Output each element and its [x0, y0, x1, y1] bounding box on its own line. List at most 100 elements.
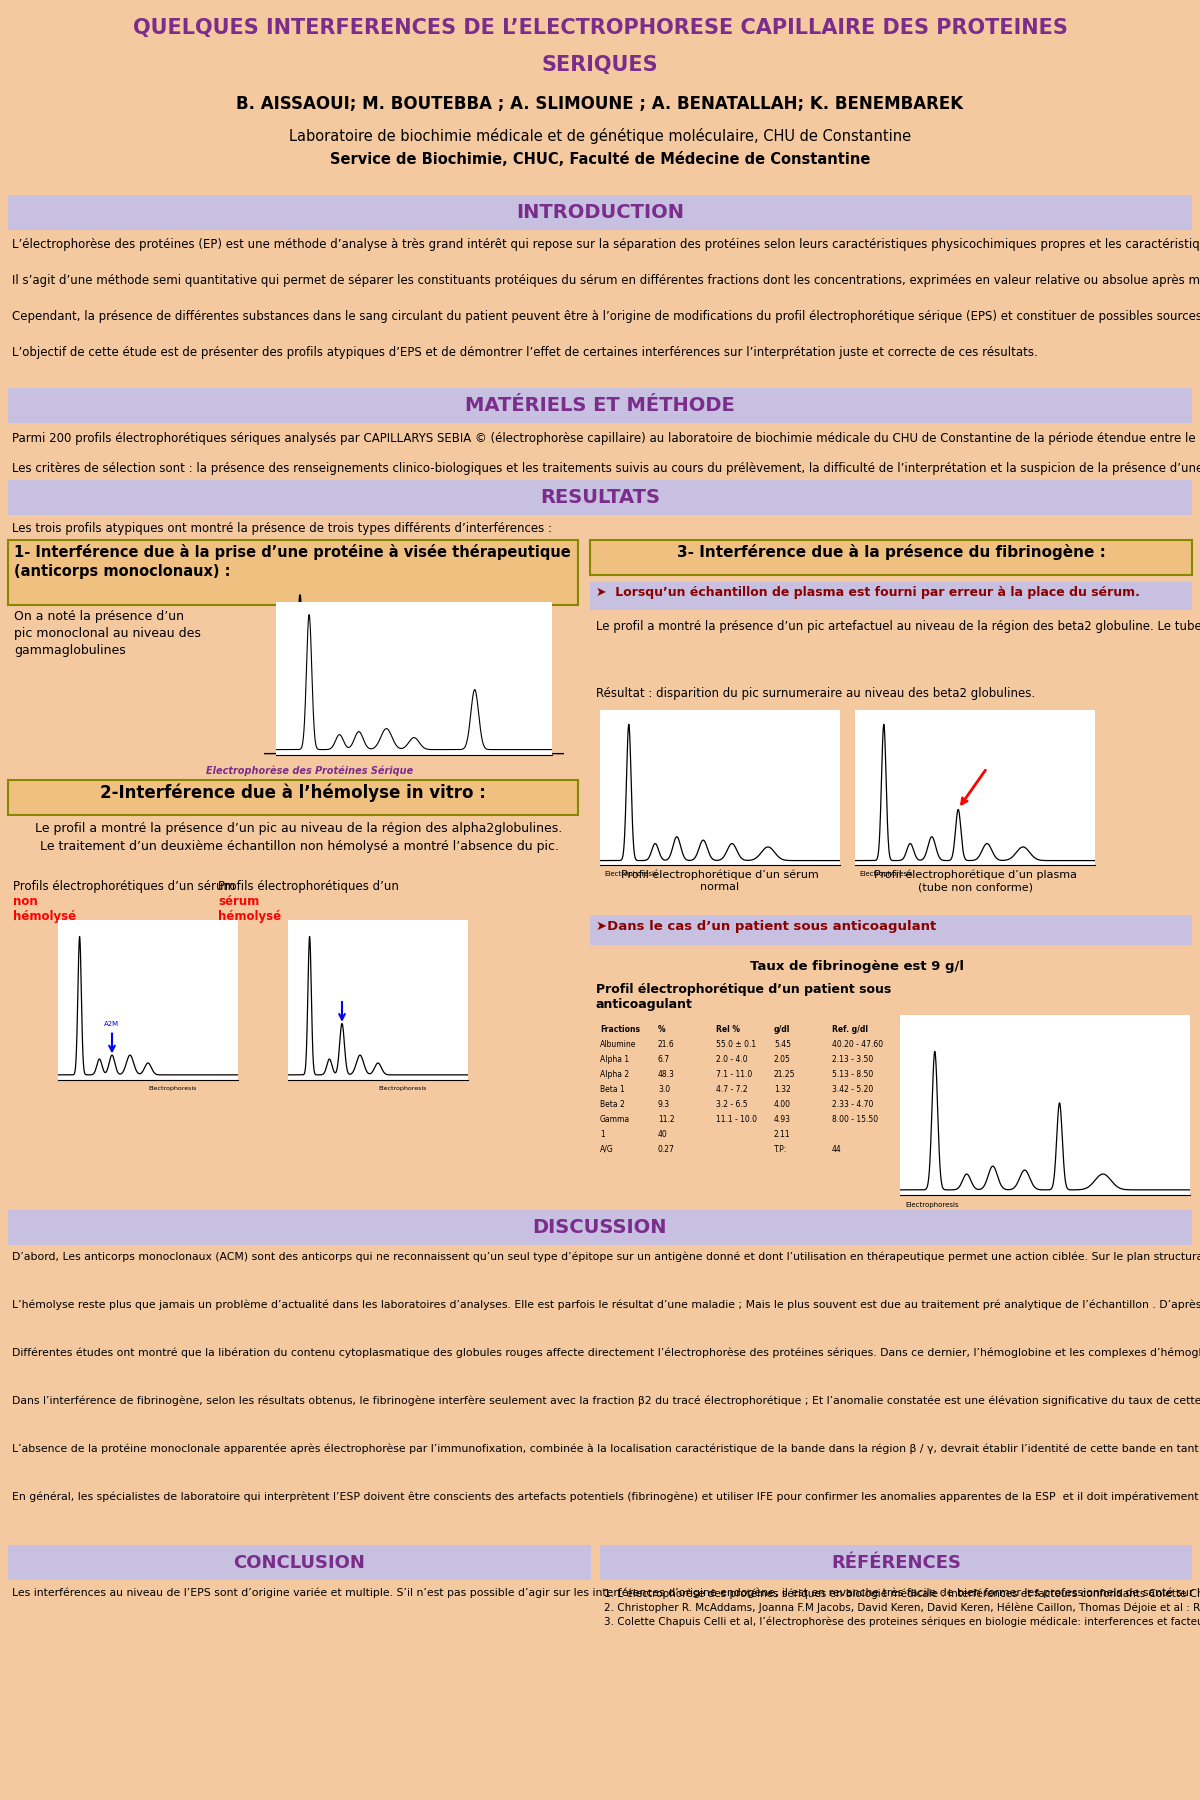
FancyBboxPatch shape [0, 0, 1200, 194]
Text: 3.0: 3.0 [658, 1085, 670, 1094]
Text: 11.1 - 10.0: 11.1 - 10.0 [716, 1114, 757, 1123]
Text: Albumine: Albumine [600, 1040, 636, 1049]
Text: 40.20 - 47.60: 40.20 - 47.60 [832, 1040, 883, 1049]
Text: INTRODUCTION: INTRODUCTION [516, 203, 684, 221]
Text: 40: 40 [658, 1130, 667, 1139]
Text: Beta 2: Beta 2 [600, 1100, 625, 1109]
FancyBboxPatch shape [8, 1210, 1192, 1246]
FancyBboxPatch shape [58, 920, 238, 1080]
Text: 21.6: 21.6 [658, 1040, 674, 1049]
Text: 2.33 - 4.70: 2.33 - 4.70 [832, 1100, 874, 1109]
FancyBboxPatch shape [288, 920, 468, 1080]
Text: Les interférences au niveau de l’EPS sont d’origine variée et multiple. S’il n’e: Les interférences au niveau de l’EPS son… [12, 1588, 1200, 1598]
Text: Service de Biochimie, CHUC, Faculté de Médecine de Constantine: Service de Biochimie, CHUC, Faculté de M… [330, 151, 870, 167]
FancyBboxPatch shape [854, 709, 1096, 866]
Text: g/dl: g/dl [774, 1024, 791, 1033]
Text: 8.00 - 15.50: 8.00 - 15.50 [832, 1114, 878, 1123]
Text: Le profil a montré la présence d’un pic au niveau de la région des alpha2globuli: Le profil a montré la présence d’un pic … [23, 823, 563, 853]
Text: Alpha 2: Alpha 2 [600, 1069, 629, 1078]
Text: MATÉRIELS ET MÉTHODE: MATÉRIELS ET MÉTHODE [466, 396, 734, 416]
Text: L’absence de la protéine monoclonale apparentée après électrophorèse par l’immun: L’absence de la protéine monoclonale app… [12, 1444, 1200, 1454]
FancyBboxPatch shape [600, 1544, 1192, 1580]
Text: Electrophoresis: Electrophoresis [148, 1087, 197, 1091]
Text: 5.45: 5.45 [774, 1040, 791, 1049]
Text: 1. L’électrophorèse des protéines sériques en biologie médicale : interférences : 1. L’électrophorèse des protéines sériqu… [604, 1588, 1200, 1627]
Text: L’objectif de cette étude est de présenter des profils atypiques d’EPS et de dém: L’objectif de cette étude est de présent… [12, 346, 1038, 358]
Text: T.P:: T.P: [774, 1145, 787, 1154]
Text: 3.2 - 6.5: 3.2 - 6.5 [716, 1100, 748, 1109]
Text: Les trois profils atypiques ont montré la présence de trois types différents d’i: Les trois profils atypiques ont montré l… [12, 522, 552, 535]
Text: 0.27: 0.27 [658, 1145, 674, 1154]
Text: 2-Interférence due à l’hémolyse in vitro :: 2-Interférence due à l’hémolyse in vitro… [100, 785, 486, 803]
Text: D’abord, Les anticorps monoclonaux (ACM) sont des anticorps qui ne reconnaissent: D’abord, Les anticorps monoclonaux (ACM)… [12, 1253, 1200, 1262]
FancyBboxPatch shape [8, 481, 1192, 515]
Text: 11.2: 11.2 [658, 1114, 674, 1123]
Text: Profil électrophorétique d’un patient sous
anticoagulant: Profil électrophorétique d’un patient so… [596, 983, 892, 1012]
Text: Il s’agit d’une méthode semi quantitative qui permet de séparer les constituants: Il s’agit d’une méthode semi quantitativ… [12, 274, 1200, 286]
Text: DISCUSSION: DISCUSSION [533, 1219, 667, 1237]
Text: Parmi 200 profils électrophorétiques sériques analysés par CAPILLARYS SEBIA © (é: Parmi 200 profils électrophorétiques sér… [12, 432, 1200, 445]
Text: 2.11: 2.11 [774, 1130, 791, 1139]
Text: A/G: A/G [600, 1145, 613, 1154]
Text: 55.0 ± 0.1: 55.0 ± 0.1 [716, 1040, 756, 1049]
Text: Fractions: Fractions [600, 1024, 640, 1033]
Text: Le profil a montré la présence d’un pic artefactuel au niveau de la région des b: Le profil a montré la présence d’un pic … [596, 619, 1200, 634]
Text: Laboratoire de biochimie médicale et de génétique moléculaire, CHU de Constantin: Laboratoire de biochimie médicale et de … [289, 128, 911, 144]
Text: Electrophoresis: Electrophoresis [378, 1087, 426, 1091]
Text: CONCLUSION: CONCLUSION [234, 1553, 366, 1571]
Text: ➤Dans le cas d’un patient sous anticoagulant: ➤Dans le cas d’un patient sous anticoagu… [596, 920, 936, 932]
Text: Alpha 1: Alpha 1 [600, 1055, 629, 1064]
Text: 2.13 - 3.50: 2.13 - 3.50 [832, 1055, 874, 1064]
Text: SERIQUES: SERIQUES [541, 56, 659, 76]
Text: 44: 44 [832, 1145, 841, 1154]
FancyBboxPatch shape [8, 1544, 592, 1580]
Text: 4.93: 4.93 [774, 1114, 791, 1123]
FancyBboxPatch shape [8, 389, 1192, 423]
Text: Gamma: Gamma [600, 1114, 630, 1123]
FancyBboxPatch shape [8, 194, 1192, 230]
Text: %: % [658, 1024, 666, 1033]
FancyBboxPatch shape [600, 709, 840, 866]
Text: A2M: A2M [104, 1021, 120, 1026]
Text: 1- Interférence due à la prise d’une protéine à visée thérapeutique
(anticorps m: 1- Interférence due à la prise d’une pro… [14, 544, 571, 578]
Text: On a noté la présence d’un
pic monoclonal au niveau des
gammaglobulines: On a noté la présence d’un pic monoclona… [14, 610, 200, 657]
Text: Profils électrophorétiques d’un sérum: Profils électrophorétiques d’un sérum [13, 880, 239, 893]
Text: 3.42 - 5.20: 3.42 - 5.20 [832, 1085, 874, 1094]
FancyBboxPatch shape [8, 540, 578, 605]
Text: non
hémolysé: non hémolysé [13, 895, 76, 923]
Text: Cependant, la présence de différentes substances dans le sang circulant du patie: Cependant, la présence de différentes su… [12, 310, 1200, 322]
Text: 4.7 - 7.2: 4.7 - 7.2 [716, 1085, 748, 1094]
Text: Electrophoresis: Electrophoresis [859, 871, 913, 877]
Text: Différentes études ont montré que la libération du contenu cytoplasmatique des g: Différentes études ont montré que la lib… [12, 1348, 1200, 1359]
Text: Les critères de sélection sont : la présence des renseignements clinico-biologiq: Les critères de sélection sont : la prés… [12, 463, 1200, 475]
Text: Electrophoresis: Electrophoresis [605, 871, 659, 877]
Text: 2.05: 2.05 [774, 1055, 791, 1064]
Text: L’électrophorèse des protéines (EP) est une méthode d’analyse à très grand intér: L’électrophorèse des protéines (EP) est … [12, 238, 1200, 250]
Text: Electrophorèse des Protéines Sérique: Electrophorèse des Protéines Sérique [206, 765, 414, 776]
Text: QUELQUES INTERFERENCES DE L’ELECTROPHORESE CAPILLAIRE DES PROTEINES: QUELQUES INTERFERENCES DE L’ELECTROPHORE… [132, 18, 1068, 38]
Text: Taux de fibrinogène est 9 g/l: Taux de fibrinogène est 9 g/l [750, 959, 964, 974]
Text: 1: 1 [600, 1130, 605, 1139]
Text: En général, les spécialistes de laboratoire qui interprètent l’ESP doivent être : En général, les spécialistes de laborato… [12, 1492, 1200, 1503]
Text: RÉFÉRENCES: RÉFÉRENCES [830, 1553, 961, 1571]
Text: 3- Interférence due à la présence du fibrinogène :: 3- Interférence due à la présence du fib… [677, 544, 1105, 560]
FancyBboxPatch shape [900, 1015, 1190, 1195]
FancyBboxPatch shape [590, 581, 1192, 610]
Text: 5.13 - 8.50: 5.13 - 8.50 [832, 1069, 874, 1078]
FancyBboxPatch shape [590, 540, 1192, 574]
Text: Dans l’interférence de fibrinogène, selon les résultats obtenus, le fibrinogène : Dans l’interférence de fibrinogène, selo… [12, 1397, 1200, 1406]
Text: 1.32: 1.32 [774, 1085, 791, 1094]
Text: sérum
hémolysé: sérum hémolysé [218, 895, 281, 923]
Text: Electrophoresis: Electrophoresis [906, 1202, 960, 1208]
Text: 21.25: 21.25 [774, 1069, 796, 1078]
Text: 48.3: 48.3 [658, 1069, 674, 1078]
Text: 6.7: 6.7 [658, 1055, 670, 1064]
Text: Beta 1: Beta 1 [600, 1085, 625, 1094]
Text: ➤  Lorsqu’un échantillon de plasma est fourni par erreur à la place du sérum.: ➤ Lorsqu’un échantillon de plasma est fo… [596, 587, 1140, 599]
Text: B. AISSAOUI; M. BOUTEBBA ; A. SLIMOUNE ; A. BENATALLAH; K. BENEMBAREK: B. AISSAOUI; M. BOUTEBBA ; A. SLIMOUNE ;… [236, 95, 964, 113]
Text: RESULTATS: RESULTATS [540, 488, 660, 508]
Text: Résultat : disparition du pic surnumeraire au niveau des beta2 globulines.: Résultat : disparition du pic surnumerai… [596, 688, 1036, 700]
Text: Profil électrophorétique d’un plasma
(tube non conforme): Profil électrophorétique d’un plasma (tu… [874, 869, 1076, 893]
Text: 9.3: 9.3 [658, 1100, 670, 1109]
Text: 7.1 - 11.0: 7.1 - 11.0 [716, 1069, 752, 1078]
